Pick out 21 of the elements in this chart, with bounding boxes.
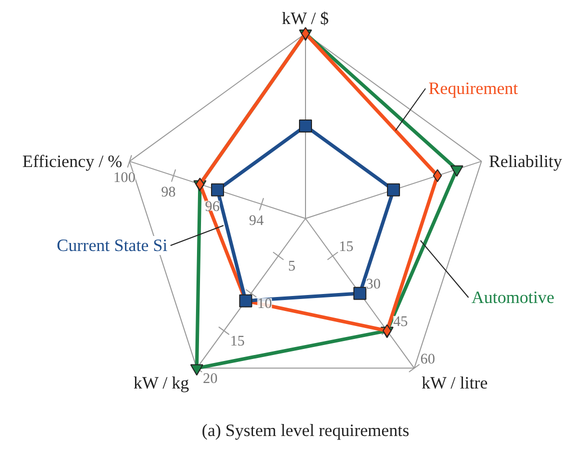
spoke-label: kW / $ bbox=[282, 8, 330, 28]
text: 100 bbox=[113, 170, 136, 186]
text: 60 bbox=[420, 351, 436, 368]
text: 15 bbox=[230, 334, 245, 350]
text: 94 bbox=[249, 213, 264, 230]
text: 20 bbox=[202, 370, 218, 387]
text: (a) System level requirements bbox=[202, 421, 410, 440]
text: 96 bbox=[205, 198, 220, 215]
text: 45 bbox=[393, 314, 408, 330]
text: 5 bbox=[288, 258, 296, 275]
text: 15 bbox=[338, 239, 354, 256]
text: 98 bbox=[161, 184, 176, 200]
text: 30 bbox=[366, 276, 381, 293]
text: Current State Si bbox=[56, 236, 168, 255]
spoke-label: Efficiency / % bbox=[22, 152, 122, 171]
spoke-label: kW / litre bbox=[422, 374, 488, 393]
spoke-label: Reliability bbox=[488, 152, 562, 171]
text: 10 bbox=[257, 296, 272, 312]
text: Requirement bbox=[428, 79, 518, 98]
spoke-label: kW / kg bbox=[134, 374, 190, 393]
text: Automotive bbox=[472, 288, 555, 307]
